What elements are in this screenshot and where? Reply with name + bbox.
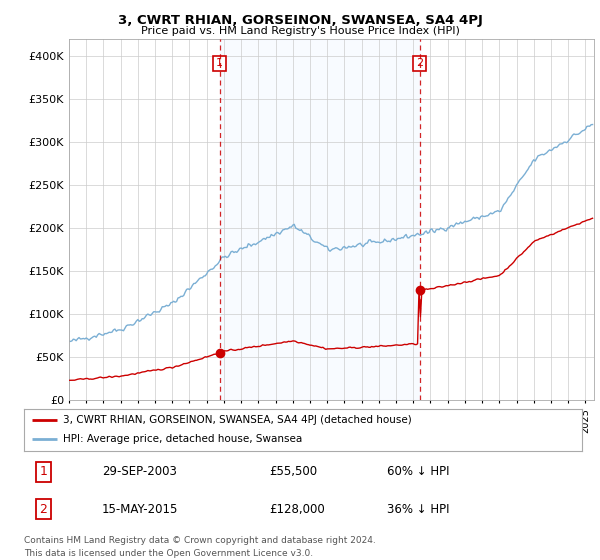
Text: This data is licensed under the Open Government Licence v3.0.: This data is licensed under the Open Gov… xyxy=(24,549,313,558)
Text: 15-MAY-2015: 15-MAY-2015 xyxy=(102,502,178,516)
Text: 60% ↓ HPI: 60% ↓ HPI xyxy=(387,465,449,478)
Text: 1: 1 xyxy=(216,58,223,68)
Text: 3, CWRT RHIAN, GORSEINON, SWANSEA, SA4 4PJ: 3, CWRT RHIAN, GORSEINON, SWANSEA, SA4 4… xyxy=(118,14,482,27)
Text: HPI: Average price, detached house, Swansea: HPI: Average price, detached house, Swan… xyxy=(63,435,302,445)
Text: £128,000: £128,000 xyxy=(269,502,325,516)
Bar xyxy=(220,39,419,400)
Text: Price paid vs. HM Land Registry's House Price Index (HPI): Price paid vs. HM Land Registry's House … xyxy=(140,26,460,36)
Text: 36% ↓ HPI: 36% ↓ HPI xyxy=(387,502,449,516)
Text: 29-SEP-2003: 29-SEP-2003 xyxy=(102,465,177,478)
Text: 2: 2 xyxy=(416,58,423,68)
Text: 3, CWRT RHIAN, GORSEINON, SWANSEA, SA4 4PJ (detached house): 3, CWRT RHIAN, GORSEINON, SWANSEA, SA4 4… xyxy=(63,415,412,425)
Text: £55,500: £55,500 xyxy=(269,465,317,478)
Text: Contains HM Land Registry data © Crown copyright and database right 2024.: Contains HM Land Registry data © Crown c… xyxy=(24,536,376,545)
Text: 1: 1 xyxy=(40,465,47,478)
Text: 2: 2 xyxy=(40,502,47,516)
